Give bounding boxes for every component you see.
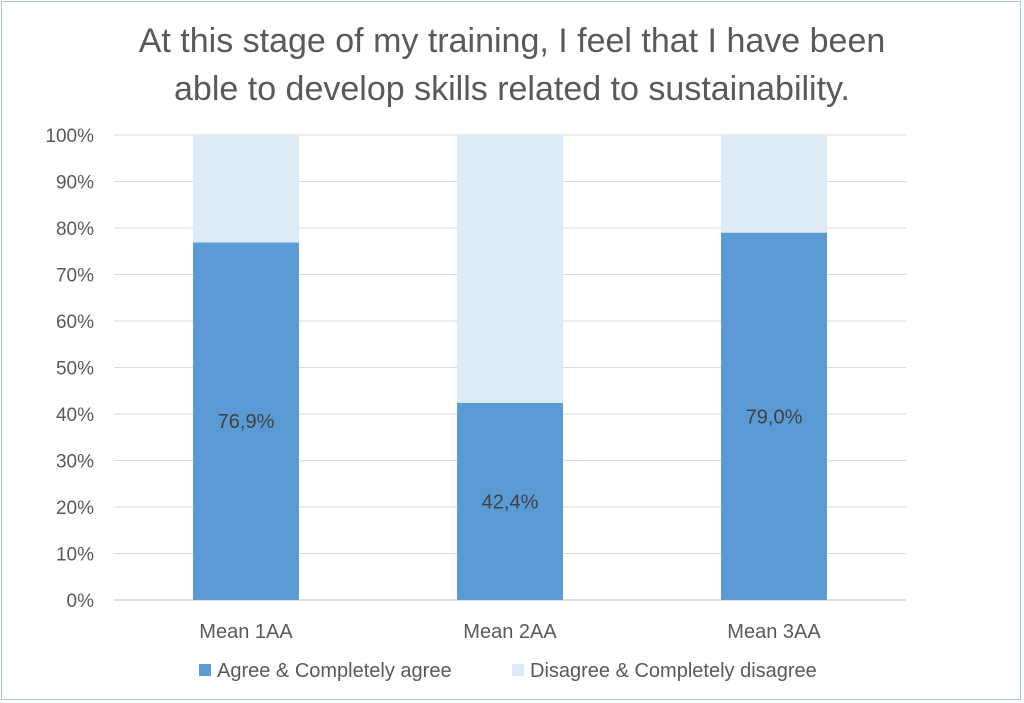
legend-swatch [199,664,211,676]
data-label: 76,9% [218,411,275,433]
x-axis-labels: Mean 1AA Mean 2AA Mean 3AA [199,621,821,643]
y-tick-label: 50% [56,359,94,380]
bars: 76,9% 42,4% 79,0% [193,135,827,601]
y-tick-label: 60% [56,312,94,333]
x-category-label: Mean 1AA [199,621,293,643]
legend-swatch [512,664,524,676]
y-tick-label: 100% [45,126,94,147]
x-category-label: Mean 3AA [727,621,821,643]
y-tick-label: 10% [56,545,94,566]
legend-label: Agree & Completely agree [217,660,452,682]
bar-disagree [721,135,827,233]
chart-title-line: At this stage of my training, I feel tha… [139,22,886,60]
legend-label: Disagree & Completely disagree [530,660,817,682]
bar-agree [193,242,299,601]
chart-title: At this stage of my training, I feel tha… [139,22,886,108]
bar-disagree [193,135,299,243]
y-axis-ticks: 0% 10% 20% 30% 40% 50% 60% 70% 80% 90% 100% [45,126,94,612]
y-tick-label: 30% [56,452,94,473]
data-label: 42,4% [482,491,539,513]
x-category-label: Mean 2AA [463,621,557,643]
y-tick-label: 90% [56,173,94,194]
y-tick-label: 0% [67,591,95,612]
legend: Agree & Completely agree Disagree & Compl… [199,660,817,682]
bar-agree [721,232,827,600]
y-tick-label: 80% [56,219,94,240]
bar-disagree [457,135,563,403]
y-tick-label: 20% [56,498,94,519]
bar-agree [457,402,563,600]
y-tick-label: 40% [56,405,94,426]
y-tick-label: 70% [56,266,94,287]
data-label: 79,0% [746,406,803,428]
chart-title-line: able to develop skills related to sustai… [174,70,850,108]
